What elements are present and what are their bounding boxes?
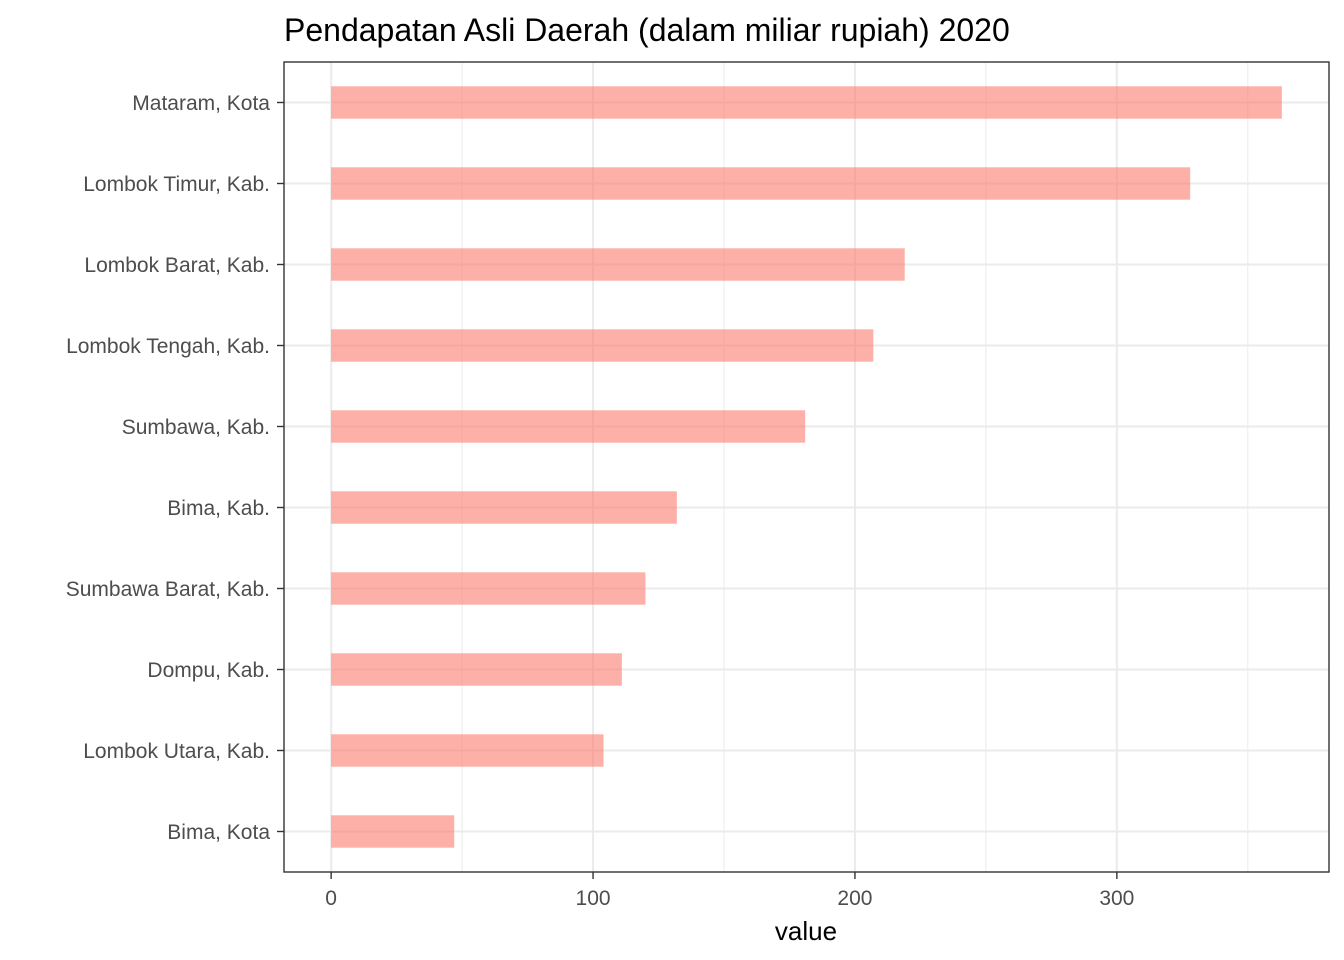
y-tick-label: Sumbawa Barat, Kab. bbox=[66, 578, 270, 601]
bar bbox=[331, 815, 455, 848]
bar bbox=[331, 248, 905, 281]
y-tick-label: Lombok Barat, Kab. bbox=[84, 254, 270, 277]
y-tick-label: Lombok Tengah, Kab. bbox=[66, 335, 270, 358]
panel-border bbox=[283, 61, 1330, 873]
y-tick-label: Lombok Timur, Kab. bbox=[83, 173, 270, 196]
x-axis-title: value bbox=[775, 916, 837, 946]
bars bbox=[331, 86, 1282, 848]
x-tick-label: 200 bbox=[837, 887, 872, 910]
y-tick-label: Bima, Kota bbox=[167, 821, 270, 844]
bar bbox=[331, 167, 1191, 200]
x-axis: 0 100 200 300 bbox=[325, 872, 1134, 910]
bar bbox=[331, 86, 1282, 119]
bar bbox=[331, 653, 622, 686]
y-tick-label: Sumbawa, Kab. bbox=[122, 416, 270, 439]
x-tick-label: 300 bbox=[1099, 887, 1134, 910]
bar bbox=[331, 572, 646, 605]
bar bbox=[331, 410, 806, 443]
y-tick-label: Mataram, Kota bbox=[132, 92, 270, 115]
y-axis: Mataram, Kota Lombok Timur, Kab. Lombok Ba… bbox=[66, 92, 284, 844]
y-tick-label: Dompu, Kab. bbox=[147, 659, 270, 682]
x-tick-label: 100 bbox=[576, 887, 611, 910]
x-tick-label: 0 bbox=[325, 887, 337, 910]
bar bbox=[331, 491, 677, 524]
bar bbox=[331, 734, 604, 767]
y-tick-label: Lombok Utara, Kab. bbox=[83, 740, 270, 763]
chart-title: Pendapatan Asli Daerah (dalam miliar rup… bbox=[284, 12, 1010, 48]
bar bbox=[331, 329, 874, 362]
y-tick-label: Bima, Kab. bbox=[167, 497, 270, 520]
